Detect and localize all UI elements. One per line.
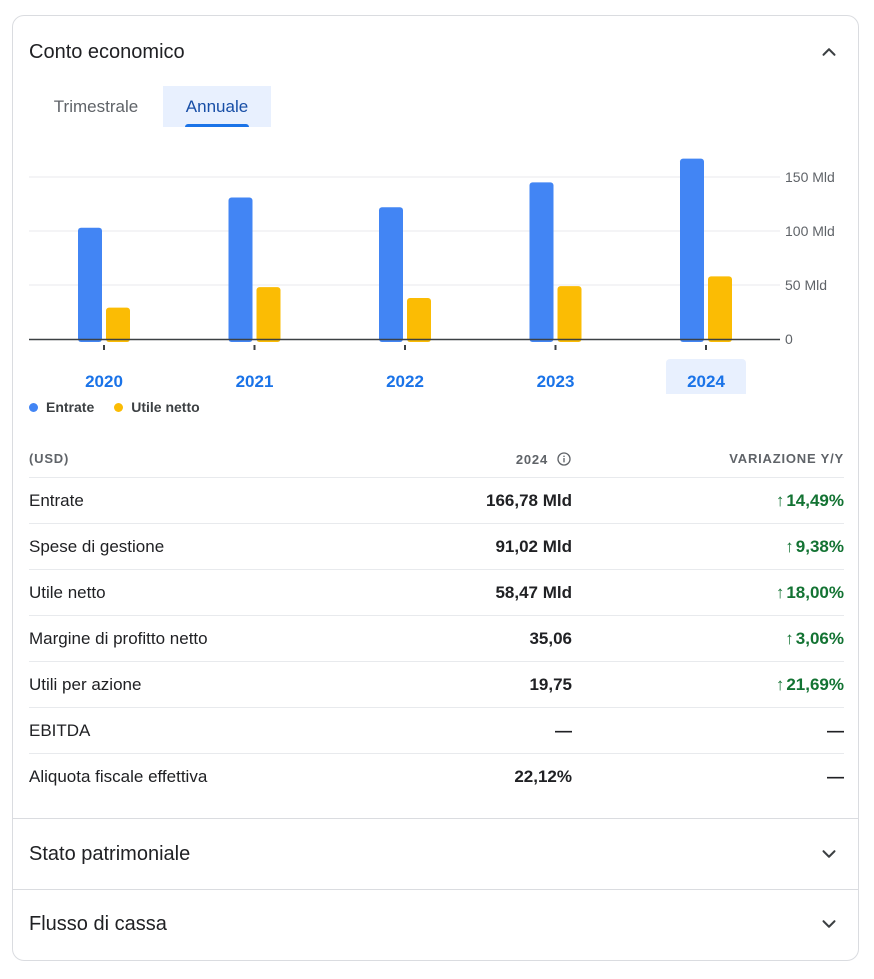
x-tick-label[interactable]: 2023: [537, 372, 575, 391]
row-label: Margine di profitto netto: [29, 629, 208, 648]
x-tick-label[interactable]: 2022: [386, 372, 424, 391]
bar-revenue: [529, 182, 554, 342]
row-label: EBITDA: [29, 721, 91, 740]
tab-annual[interactable]: Annuale: [163, 86, 271, 127]
chevron-down-icon[interactable]: [818, 843, 840, 865]
row-label: Utile netto: [29, 583, 106, 602]
income-table: Entrate 166,78 Mld ↑ 14,49% Spese di gestion…: [29, 477, 844, 799]
legend-item-revenue: Entrate: [29, 399, 94, 415]
row-change-text: 9,38%: [795, 537, 844, 556]
row-change: —: [827, 767, 844, 787]
bar-net-income: [708, 276, 732, 342]
x-tick-label[interactable]: 2020: [85, 372, 123, 391]
row-change: —: [827, 721, 844, 741]
change-column-header: VARIAZIONE Y/Y: [729, 451, 844, 466]
arrow-up-icon: ↑: [775, 491, 785, 510]
row-value: —: [555, 721, 572, 740]
income-statement-header[interactable]: Conto economico: [13, 34, 858, 70]
year-column-header: 2024: [516, 451, 572, 467]
divider: [13, 818, 858, 819]
row-value: 22,12%: [514, 767, 572, 786]
row-label: Utili per azione: [29, 675, 142, 694]
balance-sheet-title: Stato patrimoniale: [29, 842, 191, 865]
legend-label-revenue: Entrate: [46, 399, 95, 415]
y-tick-label: 150 Mld: [785, 169, 835, 185]
row-change-text: 21,69%: [786, 675, 844, 694]
row-value: 19,75: [529, 675, 572, 694]
row-label: Aliquota fiscale effettiva: [29, 767, 208, 786]
chevron-up-icon[interactable]: [818, 41, 840, 63]
table-row: Utili per azione 19,75 ↑ 21,69%: [29, 661, 844, 707]
row-change: ↑ 18,00%: [776, 583, 844, 603]
x-tick-label[interactable]: 2024: [687, 372, 725, 391]
income-bar-chart: 0 50 Mld 100 Mld 150 Mld 2020 2021 2022 2023 202…: [29, 158, 835, 394]
table-row: EBITDA — —: [29, 707, 844, 753]
divider: [13, 889, 858, 890]
row-change: ↑ 3,06%: [785, 629, 844, 649]
legend-swatch-revenue: [29, 402, 38, 412]
bar-net-income: [407, 297, 431, 342]
arrow-up-icon: ↑: [775, 675, 785, 694]
chevron-down-icon[interactable]: [818, 913, 840, 935]
row-value: 91,02 Mld: [495, 537, 572, 556]
arrow-up-icon: ↑: [785, 629, 794, 648]
balance-sheet-header[interactable]: Stato patrimoniale: [13, 836, 858, 872]
table-row: Entrate 166,78 Mld ↑ 14,49%: [29, 477, 844, 523]
row-value: 166,78 Mld: [486, 491, 572, 510]
bar-revenue: [78, 227, 102, 342]
row-value: 35,06: [529, 629, 572, 648]
table-row: Spese di gestione 91,02 Mld ↑ 9,38%: [29, 523, 844, 569]
table-row: Utile netto 58,47 Mld ↑ 18,00%: [29, 569, 844, 615]
row-change: ↑ 9,38%: [785, 537, 844, 557]
financials-card: Conto economico Trimestrale Annuale 0 50 …: [12, 15, 859, 961]
legend-item-net-income: Utile netto: [114, 399, 200, 415]
info-icon[interactable]: [556, 451, 572, 467]
bar-net-income: [256, 287, 281, 342]
table-row: Margine di profitto netto 35,06 ↑ 3,06%: [29, 615, 844, 661]
legend-label-net-income: Utile netto: [131, 399, 200, 415]
row-value: 58,47 Mld: [495, 583, 572, 602]
row-change-text: —: [827, 767, 844, 786]
row-change-text: —: [827, 721, 844, 740]
table-row: Aliquota fiscale effettiva 22,12% —: [29, 753, 844, 799]
legend-swatch-net-income: [114, 402, 124, 412]
tab-quarterly[interactable]: Trimestrale: [53, 96, 139, 116]
cash-flow-title: Flusso di cassa: [29, 912, 167, 935]
cash-flow-header[interactable]: Flusso di cassa: [13, 906, 858, 942]
row-change-text: 14,49%: [786, 491, 844, 510]
unit-label: (USD): [29, 451, 70, 466]
bar-revenue: [680, 158, 704, 342]
row-label: Spese di gestione: [29, 537, 165, 556]
y-tick-label: 100 Mld: [785, 223, 835, 239]
row-change: ↑ 21,69%: [776, 675, 844, 695]
row-change: ↑ 14,49%: [776, 491, 844, 511]
row-label: Entrate: [29, 491, 84, 510]
chart-legend: Entrate Utile netto: [29, 399, 220, 415]
arrow-up-icon: ↑: [785, 537, 794, 556]
row-change-text: 18,00%: [786, 583, 844, 602]
selected-year-highlight: [666, 359, 746, 394]
bar-revenue: [228, 197, 253, 342]
bar-net-income: [106, 307, 130, 342]
x-tick-label[interactable]: 2021: [236, 372, 274, 391]
y-tick-label: 50 Mld: [785, 277, 827, 293]
bar-revenue: [379, 207, 403, 342]
income-statement-title: Conto economico: [29, 40, 185, 63]
year-label: 2024: [515, 451, 548, 467]
arrow-up-icon: ↑: [775, 583, 785, 602]
y-tick-label: 0: [785, 331, 793, 347]
bar-net-income: [557, 286, 582, 342]
period-tabs: Trimestrale Annuale: [29, 86, 271, 127]
table-header: (USD) 2024 VARIAZIONE Y/Y: [29, 442, 844, 477]
row-change-text: 3,06%: [795, 629, 844, 648]
